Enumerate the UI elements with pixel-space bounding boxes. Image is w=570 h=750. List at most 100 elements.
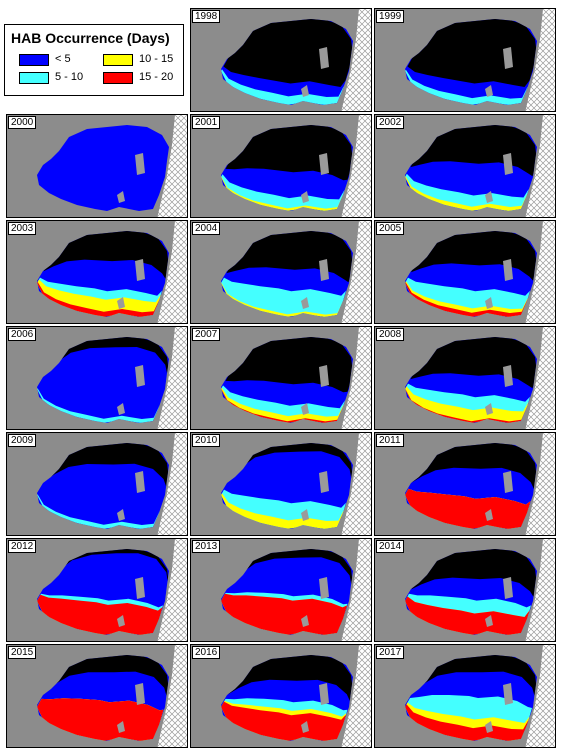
map-panel-2010: 2010	[190, 432, 372, 536]
legend-title: HAB Occurrence (Days)	[11, 30, 170, 46]
map-panel-2014: 2014	[374, 538, 556, 642]
no-data-region	[412, 443, 537, 490]
year-label: 2002	[376, 116, 405, 129]
occurrence-15-20	[37, 594, 163, 635]
island	[319, 471, 329, 493]
no-data-region	[45, 655, 169, 698]
year-label: 2017	[376, 646, 405, 659]
no-data-hatch	[525, 645, 555, 747]
no-data-region	[411, 549, 537, 597]
year-label: 2012	[8, 540, 37, 553]
legend-label: 5 - 10	[55, 71, 84, 83]
no-data-region	[43, 231, 169, 279]
legend-label: < 5	[55, 53, 71, 65]
year-label: 2014	[376, 540, 405, 553]
map-panel-1998: 1998	[190, 8, 372, 112]
island	[301, 85, 309, 97]
occurrence-15-20	[405, 596, 530, 635]
map-panel-2005: 2005	[374, 220, 556, 324]
year-label: 1998	[192, 10, 221, 23]
year-label: 2015	[8, 646, 37, 659]
island	[503, 47, 513, 69]
no-data-region	[230, 443, 353, 483]
island	[117, 509, 125, 521]
lake-map	[375, 221, 555, 323]
island	[319, 577, 329, 599]
island	[319, 683, 329, 705]
island	[503, 153, 513, 175]
no-data-region	[413, 655, 537, 698]
map-panel-2016: 2016	[190, 644, 372, 748]
map-panel-2004: 2004	[190, 220, 372, 324]
no-data-region	[407, 19, 537, 87]
island	[117, 615, 125, 627]
island	[503, 365, 513, 387]
no-data-region	[223, 19, 353, 87]
island	[301, 403, 309, 415]
map-panel-2002: 2002	[374, 114, 556, 218]
map-panel-2003: 2003	[6, 220, 188, 324]
year-label: 2013	[192, 540, 221, 553]
island	[135, 259, 145, 281]
lake-map	[191, 433, 371, 535]
lake-body	[37, 337, 169, 423]
no-data-hatch	[157, 115, 187, 217]
occurrence-15-20	[37, 698, 164, 741]
no-data-hatch	[157, 539, 187, 641]
no-data-hatch	[341, 433, 371, 535]
map-panel-2011: 2011	[374, 432, 556, 536]
lake-map	[375, 115, 555, 217]
occurrence-15-20	[221, 593, 347, 635]
lake-map	[191, 115, 371, 217]
lake-map	[375, 327, 555, 429]
no-data-region	[228, 655, 353, 702]
legend-swatch-red	[103, 72, 133, 84]
island	[485, 509, 493, 521]
lake-map	[375, 9, 555, 111]
island	[503, 683, 513, 705]
no-data-hatch	[157, 327, 187, 429]
no-data-hatch	[525, 221, 555, 323]
island	[503, 577, 513, 599]
year-label: 2000	[8, 116, 37, 129]
island	[135, 365, 145, 387]
map-panel-2001: 2001	[190, 114, 372, 218]
island	[301, 191, 309, 203]
island	[117, 403, 125, 415]
year-label: 2001	[192, 116, 221, 129]
map-panel-2007: 2007	[190, 326, 372, 430]
island	[117, 721, 125, 733]
island	[485, 191, 493, 203]
island	[319, 153, 329, 175]
no-data-hatch	[341, 9, 371, 111]
island	[301, 509, 309, 521]
island	[301, 615, 309, 627]
year-label: 2004	[192, 222, 221, 235]
legend-swatch-blue	[19, 54, 49, 66]
legend-swatch-yellow	[103, 54, 133, 66]
no-data-hatch	[341, 539, 371, 641]
year-label: 1999	[376, 10, 405, 23]
map-panel-1999: 1999	[374, 8, 556, 112]
island	[319, 47, 329, 69]
no-data-hatch	[341, 115, 371, 217]
no-data-hatch	[341, 645, 371, 747]
occurrence-15-20	[221, 701, 346, 741]
no-data-hatch	[525, 327, 555, 429]
lake-map	[7, 221, 187, 323]
no-data-hatch	[341, 327, 371, 429]
island	[503, 471, 513, 493]
no-data-region	[45, 337, 169, 378]
lake-map	[191, 221, 371, 323]
no-data-hatch	[341, 221, 371, 323]
lake-map	[191, 645, 371, 747]
lake-map	[375, 539, 555, 641]
year-label: 2007	[192, 328, 221, 341]
year-label: 2016	[192, 646, 221, 659]
island	[117, 297, 125, 309]
map-panel-2017: 2017	[374, 644, 556, 748]
island	[135, 683, 145, 705]
lake-body	[37, 125, 169, 211]
no-data-region	[411, 231, 537, 281]
lake-map	[7, 327, 187, 429]
